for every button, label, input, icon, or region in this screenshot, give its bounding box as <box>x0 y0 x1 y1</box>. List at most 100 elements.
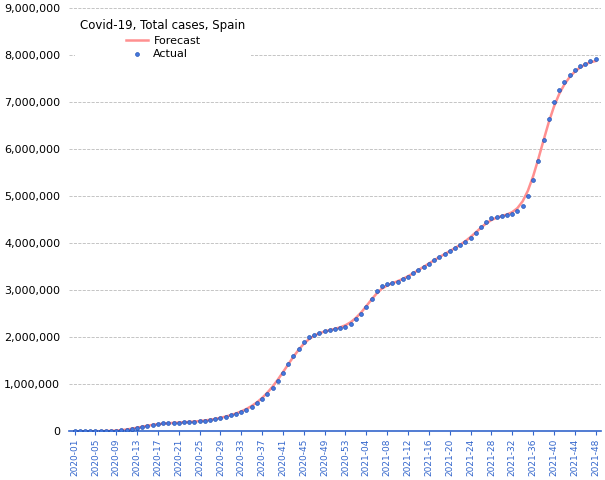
Actual <box>75 428 85 435</box>
Actual <box>580 60 590 68</box>
Actual <box>309 331 319 338</box>
Actual <box>111 427 121 434</box>
Actual <box>408 270 418 277</box>
Actual <box>403 273 413 280</box>
Actual <box>85 427 95 435</box>
Actual <box>512 207 522 215</box>
Forecast <box>384 283 391 288</box>
Actual <box>335 324 345 332</box>
Actual <box>247 403 257 410</box>
Line: Forecast: Forecast <box>74 61 595 432</box>
Actual <box>367 295 376 302</box>
Actual <box>241 406 251 413</box>
Actual <box>137 423 147 431</box>
Actual <box>257 395 267 403</box>
Actual <box>434 253 444 261</box>
Actual <box>362 303 371 311</box>
Actual <box>560 78 569 86</box>
Actual <box>476 224 486 231</box>
Forecast <box>71 429 78 434</box>
Actual <box>445 248 454 255</box>
Forecast <box>436 254 443 260</box>
Actual <box>91 427 100 435</box>
Actual <box>356 310 366 318</box>
Actual <box>132 424 142 432</box>
Actual <box>127 425 137 432</box>
Actual <box>169 419 178 427</box>
Forecast <box>462 238 469 244</box>
Actual <box>393 278 402 286</box>
Actual <box>330 325 340 333</box>
Actual <box>278 369 288 376</box>
Actual <box>377 282 387 290</box>
Actual <box>70 428 79 435</box>
Actual <box>523 192 533 200</box>
Actual <box>106 427 116 435</box>
Actual <box>143 421 152 429</box>
Actual <box>263 390 272 397</box>
Actual <box>283 360 293 368</box>
Actual <box>315 329 324 336</box>
Actual <box>544 115 554 122</box>
Actual <box>299 338 309 346</box>
Actual <box>320 327 330 335</box>
Actual <box>460 238 470 246</box>
Actual <box>492 213 502 221</box>
Actual <box>482 218 491 226</box>
Actual <box>267 384 277 392</box>
Actual <box>554 86 564 94</box>
Actual <box>96 427 105 435</box>
Actual <box>440 250 450 258</box>
Actual <box>148 421 157 429</box>
Actual <box>534 157 543 165</box>
Actual <box>304 334 314 341</box>
Actual <box>414 266 424 274</box>
Actual <box>252 399 262 407</box>
Actual <box>570 66 580 74</box>
Actual <box>237 408 246 416</box>
Actual <box>518 202 528 210</box>
Actual <box>185 418 194 426</box>
Actual <box>215 414 225 422</box>
Actual <box>528 176 538 184</box>
Forecast <box>310 333 318 338</box>
Actual <box>549 98 559 106</box>
Actual <box>289 352 298 360</box>
Actual <box>153 420 163 428</box>
Actual <box>117 427 126 434</box>
Actual <box>226 411 236 419</box>
Forecast <box>592 58 599 64</box>
Actual <box>211 415 220 423</box>
Actual <box>179 419 189 426</box>
Actual <box>189 418 199 425</box>
Actual <box>398 276 408 283</box>
Actual <box>456 241 465 249</box>
Actual <box>466 234 476 241</box>
Actual <box>508 210 517 217</box>
Actual <box>195 417 204 425</box>
Actual <box>486 215 496 222</box>
Forecast <box>201 418 209 423</box>
Actual <box>424 260 434 267</box>
Actual <box>341 323 350 330</box>
Actual <box>200 417 210 424</box>
Actual <box>419 263 428 271</box>
Actual <box>497 212 506 220</box>
Actual <box>388 279 397 287</box>
Actual <box>471 229 480 237</box>
Actual <box>231 410 241 418</box>
Actual <box>205 416 215 424</box>
Legend: Forecast, Actual: Forecast, Actual <box>75 14 251 65</box>
Actual <box>159 420 168 427</box>
Actual <box>346 320 356 327</box>
Actual <box>429 256 439 264</box>
Actual <box>351 316 361 324</box>
Actual <box>122 426 131 433</box>
Actual <box>590 56 600 63</box>
Actual <box>372 288 382 295</box>
Actual <box>294 345 304 352</box>
Actual <box>221 413 231 420</box>
Actual <box>174 419 183 426</box>
Actual <box>80 428 90 435</box>
Actual <box>575 62 585 70</box>
